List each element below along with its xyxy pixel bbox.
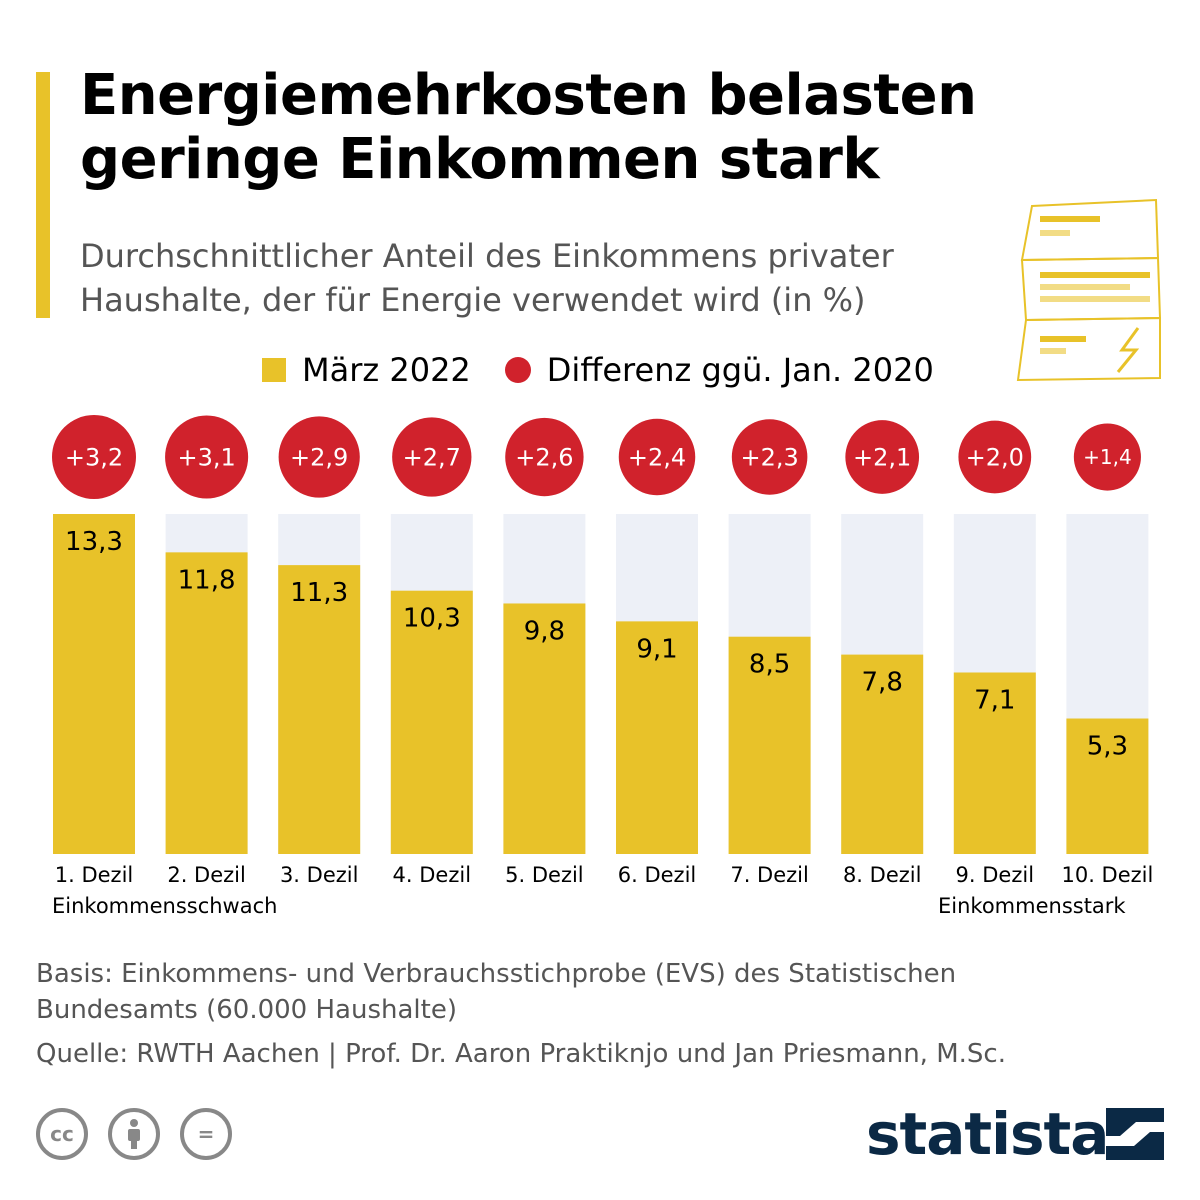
- category-label: 7. Dezil: [730, 863, 809, 887]
- legend-item-differenz: Differenz ggü. Jan. 2020: [504, 351, 934, 389]
- no-derivatives-icon[interactable]: =: [180, 1108, 232, 1160]
- difference-label: +2,1: [853, 444, 911, 472]
- bar: [1066, 718, 1149, 854]
- difference-dot: [845, 420, 920, 494]
- category-label: 2. Dezil: [167, 863, 246, 887]
- difference-label: +2,3: [740, 444, 798, 472]
- legend-label-dot: Differenz ggü. Jan. 2020: [546, 351, 934, 389]
- legend-item-maerz-2022: März 2022: [262, 351, 471, 389]
- bar: [841, 654, 924, 854]
- bar-chart: 13,3 +3,2 1. Dezil 11,8 +3,1 2. Dezil 11,3 +2,9…: [52, 415, 1153, 887]
- difference-dot: [52, 415, 136, 499]
- source-note: Quelle: RWTH Aachen | Prof. Dr. Aaron Pr…: [36, 1039, 1006, 1069]
- bar-value-label: 13,3: [65, 527, 123, 557]
- statista-logo-icon: [1106, 1108, 1164, 1160]
- category-label: 5. Dezil: [505, 863, 584, 887]
- bar: [278, 565, 361, 854]
- basis-note: Basis: Einkommens- und Verbrauchsstichpr…: [36, 959, 957, 1025]
- difference-dot: [278, 416, 360, 498]
- energy-bill-icon: [1016, 198, 1162, 382]
- legend-label-bar: März 2022: [302, 351, 471, 389]
- difference-label: +2,4: [628, 444, 686, 472]
- bar: [165, 552, 248, 854]
- cc-icon[interactable]: cc: [36, 1108, 88, 1160]
- bar-value-label: 11,8: [178, 565, 236, 595]
- difference-label: +3,2: [65, 444, 123, 472]
- bar-value-label: 9,1: [636, 634, 677, 664]
- bar: [953, 672, 1036, 854]
- difference-dot: [1073, 423, 1141, 491]
- bar-value-label: 10,3: [403, 604, 461, 634]
- difference-label: +2,7: [403, 444, 461, 472]
- bar: [728, 636, 811, 854]
- difference-label: +1,4: [1083, 445, 1132, 469]
- bar-value-label: 11,3: [290, 578, 348, 608]
- axis-note-low: Einkommensschwach: [52, 894, 278, 918]
- chart-title: Energiemehrkosten belasten geringe Einko…: [80, 63, 977, 192]
- difference-dot: [505, 417, 584, 497]
- legend-swatch-bar: [262, 358, 286, 382]
- difference-dot: [165, 415, 249, 499]
- legend-swatch-dot: [504, 357, 531, 383]
- bar: [390, 590, 473, 854]
- difference-dot: [731, 419, 808, 495]
- bar-value-label: 7,8: [862, 668, 903, 698]
- legend: März 2022 Differenz ggü. Jan. 2020: [262, 350, 968, 390]
- difference-dot: [392, 417, 472, 497]
- category-label: 3. Dezil: [280, 863, 359, 887]
- category-label: 1. Dezil: [55, 863, 134, 887]
- bar-value-label: 8,5: [749, 650, 790, 680]
- axis-note-high: Einkommensstark: [938, 894, 1126, 918]
- category-label: 4. Dezil: [393, 863, 472, 887]
- brand-logo-text[interactable]: statista: [866, 1100, 1109, 1168]
- bar: [53, 514, 135, 854]
- attribution-icon[interactable]: [108, 1108, 160, 1160]
- difference-label: +2,9: [290, 444, 348, 472]
- category-label: 10. Dezil: [1061, 863, 1153, 887]
- license-icons: cc =: [36, 1108, 252, 1160]
- difference-dot: [618, 418, 696, 496]
- difference-label: +2,0: [966, 444, 1024, 472]
- accent-bar: [36, 72, 50, 318]
- category-label: 9. Dezil: [956, 863, 1035, 887]
- category-label: 6. Dezil: [618, 863, 697, 887]
- difference-label: +3,1: [177, 444, 235, 472]
- bar-value-label: 5,3: [1087, 732, 1128, 762]
- bar: [616, 621, 698, 854]
- difference-dot: [958, 420, 1032, 494]
- bar: [503, 603, 586, 854]
- bar-value-label: 7,1: [974, 685, 1015, 715]
- bar-value-label: 9,8: [524, 616, 565, 646]
- difference-label: +2,6: [515, 444, 573, 472]
- category-label: 8. Dezil: [843, 863, 922, 887]
- chart-subtitle: Durchschnittlicher Anteil des Einkommens…: [80, 237, 894, 319]
